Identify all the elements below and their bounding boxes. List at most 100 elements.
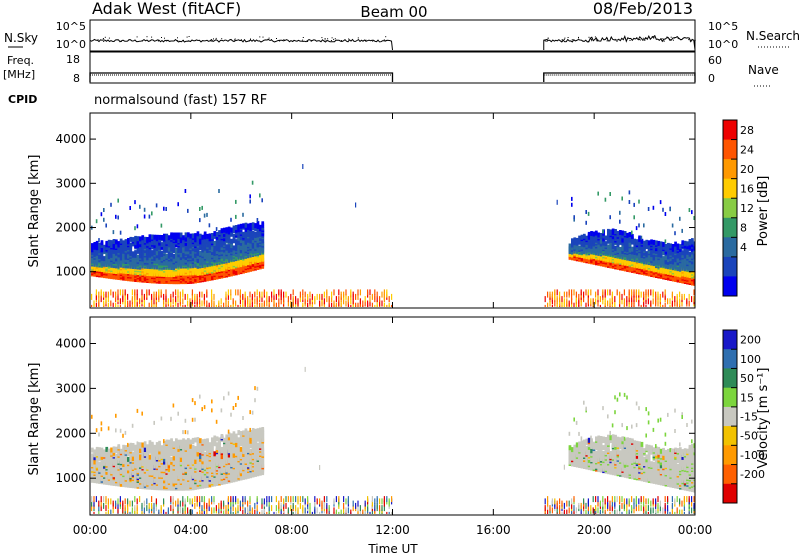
clutter-cell bbox=[635, 296, 637, 303]
clutter-cell bbox=[544, 296, 546, 303]
echo-cell bbox=[664, 246, 668, 252]
echo-cell bbox=[129, 461, 133, 467]
echo-cell bbox=[568, 243, 572, 249]
clutter-cell bbox=[177, 289, 179, 296]
clutter-cell bbox=[616, 289, 618, 296]
nsearch-point bbox=[234, 39, 236, 41]
echo-cell bbox=[136, 224, 139, 229]
nsearch-point bbox=[188, 36, 190, 37]
echo-cell bbox=[650, 249, 653, 255]
clutter-cell bbox=[391, 304, 393, 307]
echo-cell bbox=[232, 228, 236, 234]
clutter-cell bbox=[136, 300, 138, 307]
clutter-cell bbox=[609, 298, 611, 305]
clutter-cell bbox=[326, 296, 328, 303]
echo-cell bbox=[578, 235, 581, 241]
echo-cell bbox=[122, 251, 125, 257]
echo-cell bbox=[249, 199, 251, 204]
echo-cell bbox=[151, 250, 154, 256]
clutter-cell bbox=[645, 304, 647, 307]
echo-cell bbox=[611, 237, 615, 242]
echo-cell bbox=[165, 247, 169, 253]
clutter-cell bbox=[302, 293, 304, 300]
clutter-cell bbox=[230, 289, 232, 296]
echo-cell bbox=[597, 239, 601, 245]
echo-cell bbox=[667, 248, 670, 254]
clutter-cell bbox=[199, 291, 201, 298]
clutter-cell bbox=[141, 289, 143, 296]
clutter-cell bbox=[139, 298, 141, 305]
clutter-cell bbox=[674, 300, 676, 307]
echo-cell bbox=[179, 451, 183, 457]
clutter-cell bbox=[602, 289, 604, 296]
echo-cell bbox=[664, 249, 668, 255]
echo-cell bbox=[242, 240, 245, 246]
echo-cell bbox=[107, 461, 111, 467]
echo-cell bbox=[249, 222, 253, 228]
echo-cell bbox=[172, 449, 176, 455]
echo-cell bbox=[163, 456, 166, 462]
echo-cell bbox=[220, 228, 224, 234]
clutter-cell bbox=[323, 291, 325, 298]
echo-cell bbox=[674, 241, 677, 247]
clutter-cell bbox=[299, 296, 301, 303]
clutter-cell bbox=[657, 291, 659, 298]
nsearch-point bbox=[365, 39, 367, 41]
echo-cell bbox=[100, 250, 104, 256]
echo-cell bbox=[141, 442, 145, 448]
clutter-cell bbox=[218, 300, 220, 307]
echo-cell bbox=[151, 240, 154, 246]
echo-cell bbox=[177, 246, 181, 252]
nsky-series bbox=[543, 34, 696, 51]
echo-cell bbox=[182, 242, 185, 248]
echo-cell bbox=[638, 223, 640, 228]
echo-cell bbox=[167, 238, 171, 244]
echo-cell bbox=[585, 235, 589, 241]
clutter-cell bbox=[578, 293, 580, 300]
clutter-cell bbox=[117, 498, 119, 505]
echo-cell bbox=[177, 411, 179, 416]
clutter-cell bbox=[280, 298, 282, 305]
clutter-cell bbox=[182, 289, 184, 296]
echo-cell bbox=[249, 238, 253, 244]
clutter-cell bbox=[112, 500, 114, 507]
echo-cell bbox=[691, 238, 694, 244]
clutter-cell bbox=[595, 298, 597, 305]
clutter-cell bbox=[259, 302, 261, 307]
echo-cell bbox=[688, 208, 691, 212]
clutter-cell bbox=[559, 296, 561, 303]
clutter-cell bbox=[206, 300, 208, 307]
echo-cell bbox=[153, 243, 157, 249]
clutter-cell bbox=[213, 300, 215, 307]
echo-cell bbox=[213, 248, 217, 254]
echo-cell bbox=[206, 238, 209, 244]
echo-cell bbox=[693, 257, 695, 262]
echo-cell bbox=[585, 242, 589, 248]
echo-cell bbox=[105, 461, 109, 467]
clutter-cell bbox=[319, 293, 321, 300]
nsearch-point bbox=[606, 38, 608, 40]
echo-cell bbox=[117, 198, 119, 203]
echo-cell bbox=[602, 233, 605, 239]
clutter-cell bbox=[191, 298, 193, 305]
clutter-cell bbox=[628, 302, 630, 307]
echo-cell bbox=[143, 243, 147, 249]
nsearch-point bbox=[663, 40, 665, 42]
clutter-cell bbox=[352, 291, 354, 298]
echo-cell bbox=[227, 226, 231, 232]
clutter-cell bbox=[259, 291, 261, 298]
echo-cell bbox=[107, 452, 111, 458]
clutter-cell bbox=[95, 496, 97, 503]
echo-cell bbox=[580, 234, 584, 240]
nsearch-point bbox=[595, 39, 597, 41]
clutter-cell bbox=[386, 289, 388, 296]
nsearch-point bbox=[669, 39, 671, 41]
echo-cell bbox=[669, 243, 673, 249]
clutter-cell bbox=[631, 289, 633, 296]
clutter-cell bbox=[105, 291, 107, 298]
echo-cell bbox=[647, 246, 651, 251]
echo-cell bbox=[110, 202, 112, 207]
echo-cell bbox=[583, 233, 586, 239]
echo-cell bbox=[177, 446, 181, 452]
clutter-cell bbox=[143, 500, 145, 507]
